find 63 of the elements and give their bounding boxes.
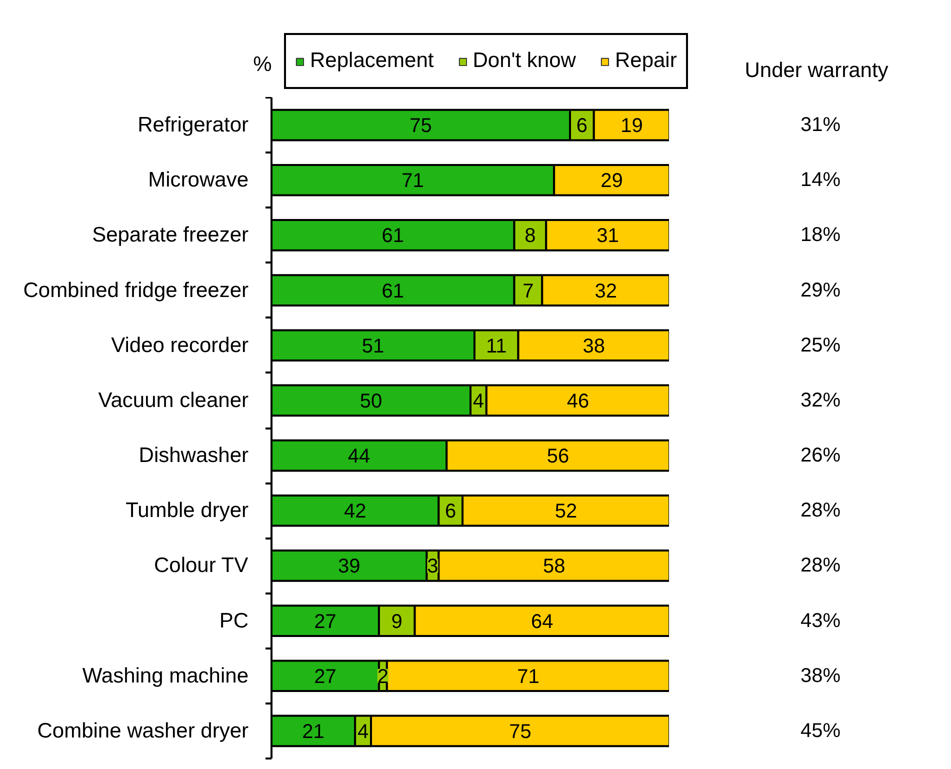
data-label: 21 <box>302 720 324 743</box>
y-tick-label: Combined fridge freezer <box>23 278 249 302</box>
data-label: 56 <box>546 446 570 468</box>
data-label: 3 <box>427 556 438 578</box>
data-label: 50 <box>360 390 382 412</box>
text: 26% <box>800 444 841 467</box>
y-tick-label: Tumble dryer <box>126 499 249 522</box>
text: 38% <box>800 664 841 687</box>
data-label: 4 <box>472 390 484 412</box>
data-label: 31 <box>596 225 619 248</box>
data-label: 11 <box>486 335 507 358</box>
text: 45% <box>800 720 841 742</box>
data-label: 6 <box>445 500 456 523</box>
text: 32% <box>800 389 841 412</box>
data-label: 42 <box>344 500 366 523</box>
y-tick-label: Separate freezer <box>92 224 249 247</box>
data-label: 61 <box>382 225 404 248</box>
y-tick-label: Washing machine <box>82 664 249 688</box>
text: 31% <box>800 114 841 136</box>
legend-label: Replacement <box>310 48 434 74</box>
data-label: 75 <box>509 720 532 743</box>
y-tick-label: Refrigerator <box>138 114 249 137</box>
data-label: 27 <box>314 666 336 688</box>
y-tick-label: Dishwasher <box>138 444 249 468</box>
data-label: 6 <box>576 115 588 138</box>
data-label: 58 <box>542 556 566 578</box>
y-tick-label: PC <box>219 609 249 632</box>
text: 29% <box>800 279 841 302</box>
data-label: 8 <box>524 225 536 248</box>
data-label: 64 <box>531 610 554 633</box>
text: 25% <box>800 334 841 356</box>
data-label: 9 <box>391 610 402 633</box>
data-label: 61 <box>382 280 404 302</box>
y-tick-label: Microwave <box>148 168 249 192</box>
data-label: 32 <box>594 280 617 302</box>
data-label: 27 <box>314 610 336 633</box>
data-label: 52 <box>554 500 578 523</box>
data-label: 29 <box>600 170 623 192</box>
text: 28% <box>800 554 841 577</box>
y-tick-label: Vacuum cleaner <box>98 388 249 412</box>
data-label: 71 <box>402 170 424 192</box>
text: 14% <box>800 169 841 192</box>
data-label: 7 <box>522 280 534 302</box>
data-label: 44 <box>348 446 370 468</box>
data-label: 19 <box>620 115 643 138</box>
y-tick-label: Video recorder <box>111 334 249 357</box>
data-label: 46 <box>566 390 590 412</box>
data-label: 51 <box>362 335 384 358</box>
text: 18% <box>800 224 841 246</box>
text: 28% <box>800 500 841 522</box>
x-axis-title: % <box>253 53 272 76</box>
legend-label: Don't know <box>472 48 576 74</box>
data-label: 71 <box>517 666 540 688</box>
text: Under warranty <box>744 59 889 82</box>
text: 43% <box>800 610 841 632</box>
legend-label: Repair <box>614 48 677 74</box>
data-label: 39 <box>338 556 360 578</box>
data-label: 75 <box>410 115 432 138</box>
y-tick-label: Combine washer dryer <box>37 719 249 742</box>
data-label: 38 <box>582 335 606 358</box>
data-label: 2 <box>377 666 389 688</box>
data-label: 4 <box>357 720 369 743</box>
y-tick-label: Colour TV <box>154 554 248 578</box>
